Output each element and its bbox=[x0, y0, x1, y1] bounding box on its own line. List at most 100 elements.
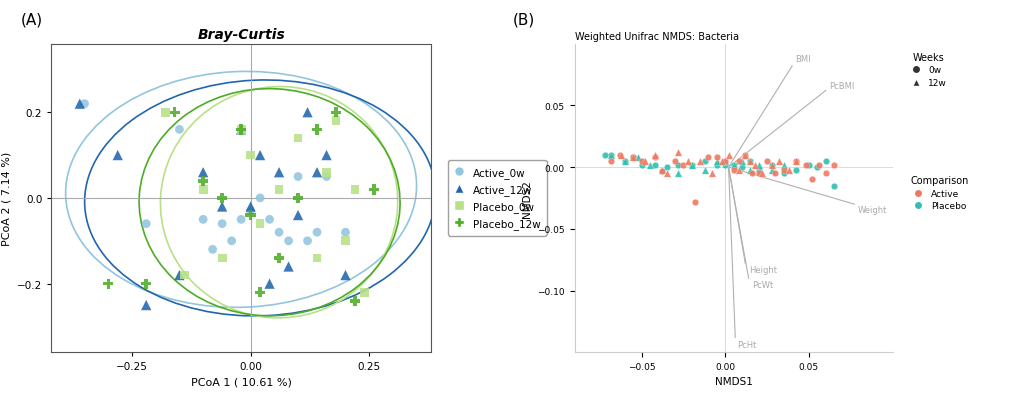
Point bbox=[776, 167, 792, 173]
Point bbox=[680, 158, 697, 165]
Point bbox=[213, 221, 230, 227]
Point bbox=[781, 167, 797, 173]
X-axis label: PCoA 1 ( 10.61 %): PCoA 1 ( 10.61 %) bbox=[191, 377, 291, 387]
Point bbox=[195, 187, 211, 193]
Point bbox=[72, 101, 88, 108]
Point bbox=[617, 158, 633, 165]
Point bbox=[157, 110, 173, 116]
Point bbox=[327, 118, 344, 125]
Point bbox=[646, 152, 663, 159]
Point bbox=[731, 158, 747, 165]
Point bbox=[309, 229, 325, 236]
Point bbox=[271, 229, 287, 236]
Point bbox=[171, 272, 188, 279]
Point bbox=[252, 195, 269, 202]
Legend: Active_0w, Active_12w, Placebo_0w, Placebo_12w: Active_0w, Active_12w, Placebo_0w, Place… bbox=[447, 161, 547, 236]
Point bbox=[262, 217, 278, 223]
Point bbox=[800, 162, 817, 168]
Point bbox=[776, 171, 792, 177]
Point bbox=[701, 155, 717, 161]
Point bbox=[625, 155, 641, 161]
Point bbox=[654, 167, 670, 173]
Point bbox=[356, 289, 372, 296]
Point bbox=[683, 162, 700, 168]
Point bbox=[271, 255, 287, 262]
Point bbox=[826, 183, 842, 190]
Point bbox=[309, 170, 325, 176]
Point bbox=[596, 152, 613, 159]
Point bbox=[731, 167, 747, 173]
Point bbox=[195, 217, 211, 223]
X-axis label: NMDS1: NMDS1 bbox=[715, 377, 752, 386]
Point bbox=[670, 150, 686, 156]
Point bbox=[309, 255, 325, 262]
Point bbox=[175, 272, 192, 279]
Point bbox=[630, 155, 646, 161]
Point bbox=[233, 217, 249, 223]
Y-axis label: NMDS2: NMDS2 bbox=[521, 179, 531, 217]
Point bbox=[714, 158, 731, 165]
Point bbox=[280, 264, 297, 270]
Point bbox=[759, 158, 776, 165]
Text: (B): (B) bbox=[513, 12, 536, 27]
Point bbox=[725, 167, 742, 173]
Point bbox=[709, 158, 725, 165]
Point bbox=[720, 152, 737, 159]
Text: (A): (A) bbox=[21, 12, 43, 27]
Point bbox=[686, 199, 703, 205]
Point bbox=[213, 255, 230, 262]
Point bbox=[637, 158, 654, 165]
Point bbox=[659, 164, 675, 171]
Point bbox=[625, 155, 641, 161]
Point bbox=[233, 127, 249, 133]
Point bbox=[683, 162, 700, 168]
Legend: Active, Placebo: Active, Placebo bbox=[907, 172, 973, 215]
Point bbox=[213, 204, 230, 210]
Point bbox=[646, 162, 663, 168]
Point bbox=[347, 187, 363, 193]
Y-axis label: PCoA 2 ( 7.14 %): PCoA 2 ( 7.14 %) bbox=[1, 151, 11, 245]
Point bbox=[318, 174, 334, 180]
Point bbox=[717, 158, 734, 165]
Point bbox=[603, 158, 620, 165]
Point bbox=[750, 162, 766, 168]
Text: PcWt: PcWt bbox=[752, 280, 774, 289]
Point bbox=[101, 281, 117, 287]
Point bbox=[725, 162, 742, 168]
Point bbox=[213, 195, 230, 202]
Point bbox=[742, 158, 758, 165]
Point bbox=[309, 127, 325, 133]
Point bbox=[347, 298, 363, 304]
Title: Bray-Curtis: Bray-Curtis bbox=[197, 28, 285, 42]
Point bbox=[804, 177, 821, 183]
Point bbox=[764, 167, 781, 173]
Point bbox=[725, 162, 742, 168]
Point bbox=[717, 158, 734, 165]
Point bbox=[603, 152, 620, 159]
Point bbox=[818, 171, 834, 177]
Point bbox=[233, 127, 249, 133]
Point bbox=[252, 289, 269, 296]
Point bbox=[646, 155, 663, 161]
Point bbox=[787, 158, 803, 165]
Point bbox=[754, 171, 771, 177]
Point bbox=[271, 170, 287, 176]
Point bbox=[318, 170, 334, 176]
Point bbox=[764, 162, 781, 168]
Point bbox=[338, 238, 354, 245]
Point bbox=[137, 281, 154, 287]
Point bbox=[300, 110, 316, 116]
Point bbox=[704, 171, 720, 177]
Point bbox=[242, 204, 259, 210]
Point bbox=[289, 212, 306, 219]
Point bbox=[787, 167, 803, 173]
Point bbox=[697, 167, 713, 173]
Point bbox=[787, 158, 803, 165]
Point bbox=[137, 302, 154, 309]
Point bbox=[810, 164, 826, 171]
Point bbox=[611, 152, 628, 159]
Point bbox=[734, 158, 750, 165]
Point bbox=[737, 152, 753, 159]
Point bbox=[224, 238, 240, 245]
Point bbox=[242, 208, 259, 215]
